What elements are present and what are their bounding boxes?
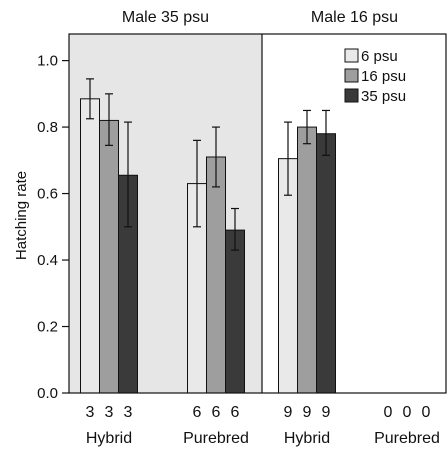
legend-label: 16 psu	[361, 68, 406, 85]
panel-title: Male 16 psu	[311, 9, 398, 26]
sample-size-label: 6	[231, 404, 240, 421]
sample-size-label: 9	[303, 404, 312, 421]
group-label: Hybrid	[284, 430, 330, 447]
error-bars	[86, 78, 330, 251]
group-label: Hybrid	[86, 430, 132, 447]
bar	[297, 126, 317, 394]
bar	[99, 119, 119, 394]
y-tick-label: 0.2	[37, 319, 58, 336]
y-tick-label: 0.4	[37, 252, 58, 269]
sample-size-label: 9	[284, 404, 293, 421]
bars	[80, 98, 336, 394]
bar	[80, 98, 100, 394]
plot-frame	[68, 33, 447, 394]
sample-size-label: 3	[86, 404, 95, 421]
bar	[316, 133, 336, 394]
group-label: Purebred	[183, 430, 249, 447]
y-tick-label: 0.0	[37, 385, 58, 402]
sample-size-label: 3	[124, 404, 133, 421]
axes	[62, 33, 447, 394]
y-tick-label: 1.0	[37, 53, 58, 70]
bar	[206, 156, 226, 394]
legend: 6 psu 16 psu 35 psu	[344, 48, 406, 105]
group-label: Purebred	[374, 430, 440, 447]
legend-label: 35 psu	[361, 88, 406, 105]
sample-size-label: 6	[193, 404, 202, 421]
sample-size-label: 3	[105, 404, 114, 421]
sample-size-label: 0	[384, 404, 393, 421]
legend-swatch	[344, 88, 359, 103]
legend-swatch	[344, 68, 359, 83]
legend-label: 6 psu	[361, 48, 398, 65]
sample-size-label: 9	[322, 404, 331, 421]
sample-size-label: 0	[403, 404, 412, 421]
legend-swatch	[344, 48, 359, 63]
sample-size-label: 6	[212, 404, 221, 421]
bar	[225, 229, 245, 394]
y-tick-label: 0.6	[37, 186, 58, 203]
y-axis-label: Hatching rate	[13, 171, 30, 260]
panel-title: Male 35 psu	[122, 9, 209, 26]
y-tick-label: 0.8	[37, 119, 58, 136]
sample-size-label: 0	[422, 404, 431, 421]
